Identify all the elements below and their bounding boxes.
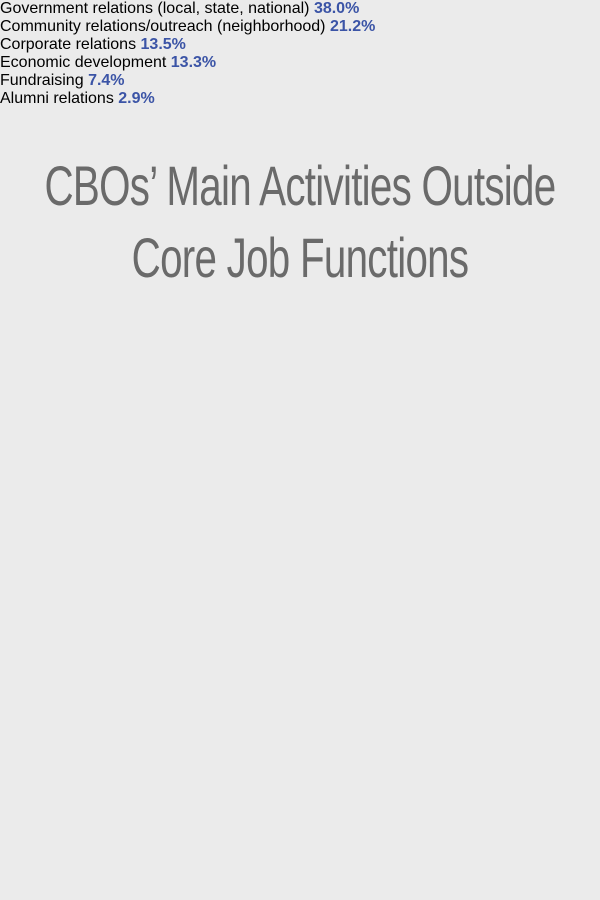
- value-label: 2.9%: [118, 90, 155, 107]
- label: Community relations/outreach (neighborho…: [0, 18, 600, 36]
- value-label: 7.4%: [88, 72, 125, 89]
- label: Economic development 13.3%: [0, 54, 600, 72]
- value-label: 21.2%: [329, 18, 376, 35]
- label: Government relations (local, state, nati…: [0, 0, 600, 18]
- category-label: Alumni relations: [0, 90, 114, 107]
- category-label: Government relations (local, state, nati…: [0, 0, 310, 17]
- category-label: Community relations/outreach (neighborho…: [0, 18, 326, 35]
- category-label: Fundraising: [0, 72, 84, 89]
- category-label: Corporate relations: [0, 36, 137, 53]
- chart-title: CBOs’ Main Activities Outside Core Job F…: [44, 154, 557, 289]
- category-label: Economic development: [0, 54, 167, 71]
- value-label: 38.0%: [313, 0, 360, 17]
- value-label: 13.5%: [140, 36, 186, 53]
- label: Corporate relations 13.5%: [0, 36, 600, 54]
- label: Alumni relations 2.9%: [0, 90, 600, 108]
- chart: Government relations (local, state, nati…: [0, 0, 600, 108]
- label: Fundraising 7.4%: [0, 72, 600, 90]
- value-label: 13.3%: [170, 54, 217, 71]
